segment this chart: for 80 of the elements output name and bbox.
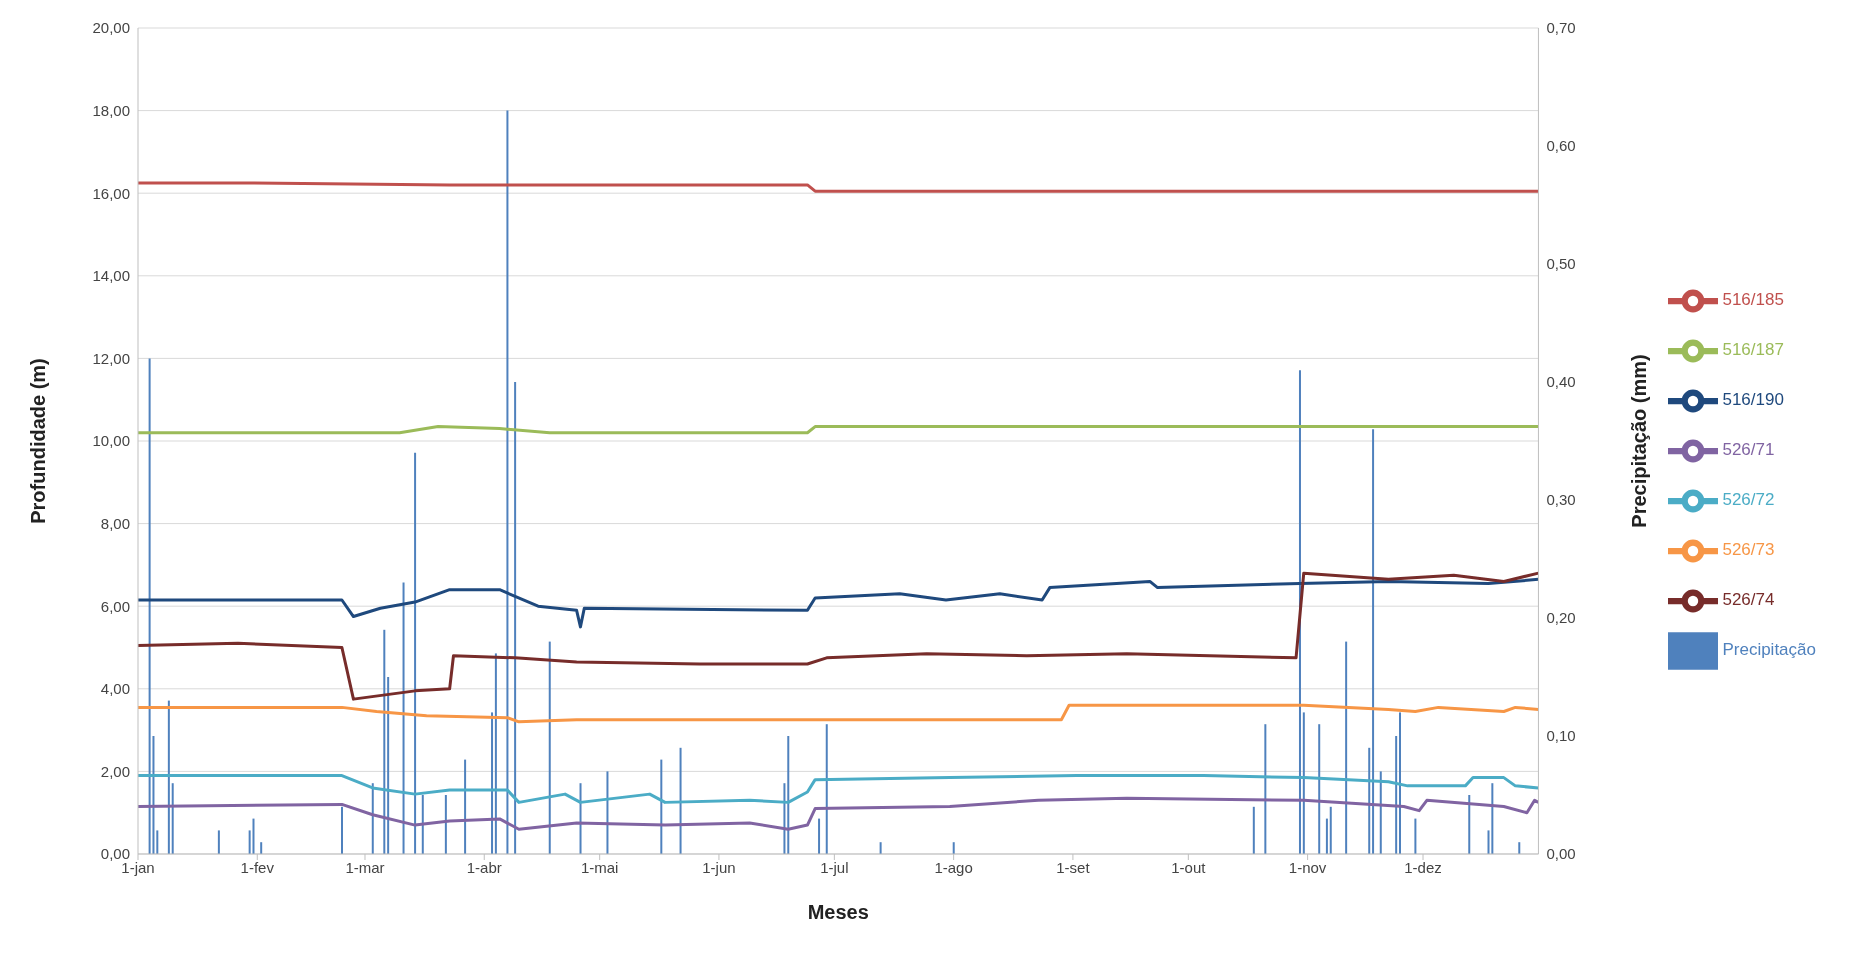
legend-label: 526/73 <box>1722 540 1775 560</box>
bar <box>606 771 609 854</box>
x-tick-label: 1-mar <box>345 858 385 876</box>
bar <box>402 582 405 854</box>
bar <box>1487 830 1490 854</box>
y2-tick-label: 0,40 <box>1546 373 1576 391</box>
bar <box>879 842 882 854</box>
bar <box>1468 795 1471 854</box>
bar <box>787 736 790 854</box>
bar <box>1395 736 1398 854</box>
bar <box>579 783 582 854</box>
x-tick-label: 1-abr <box>466 858 502 876</box>
bar <box>514 382 517 854</box>
bar <box>548 641 551 854</box>
legend-label: 516/190 <box>1722 390 1784 410</box>
x-tick-label: 1-nov <box>1288 858 1327 876</box>
y2-tick-label: 0,70 <box>1546 19 1576 37</box>
y-axis-title: Profundidade (m) <box>27 358 50 524</box>
bar <box>1302 712 1305 854</box>
y-tick-label: 8,00 <box>100 514 130 532</box>
bar <box>1372 429 1375 854</box>
bar <box>421 795 424 854</box>
legend-label: 526/71 <box>1722 440 1775 460</box>
bar <box>818 818 821 854</box>
y2-tick-label: 0,30 <box>1546 491 1576 509</box>
y-tick-label: 14,00 <box>92 267 130 285</box>
bar <box>660 759 663 854</box>
bar <box>1399 712 1402 854</box>
legend-label: 526/72 <box>1722 490 1775 510</box>
bar <box>1252 806 1255 854</box>
x-tick-label: 1-jun <box>702 858 736 876</box>
bar <box>1298 370 1301 854</box>
x-tick-label: 1-fev <box>240 858 275 876</box>
x-tick-label: 1-jul <box>820 858 849 876</box>
bar <box>1414 818 1417 854</box>
bar <box>1345 641 1348 854</box>
y2-tick-label: 0,50 <box>1546 255 1576 273</box>
bar <box>383 629 386 854</box>
bar <box>464 759 467 854</box>
y-tick-label: 16,00 <box>92 184 130 202</box>
y-tick-label: 18,00 <box>92 101 130 119</box>
y-tick-label: 2,00 <box>100 762 130 780</box>
x-tick-label: 1-out <box>1171 858 1207 876</box>
y-tick-label: 4,00 <box>100 680 130 698</box>
bar <box>1368 747 1371 854</box>
legend-label: 516/187 <box>1722 340 1784 360</box>
x-axis-title: Meses <box>807 901 869 923</box>
bar <box>387 677 390 854</box>
y-tick-label: 10,00 <box>92 432 130 450</box>
y-tick-label: 20,00 <box>92 19 130 37</box>
bar <box>1329 806 1332 854</box>
bar <box>783 783 786 854</box>
x-tick-label: 1-mai <box>580 858 619 876</box>
bar <box>1379 771 1382 854</box>
y-tick-label: 6,00 <box>100 597 130 615</box>
x-tick-label: 1-ago <box>934 858 973 876</box>
bar <box>1518 842 1521 854</box>
bar <box>414 452 417 854</box>
bar <box>1491 783 1494 854</box>
bar <box>825 724 828 854</box>
bar <box>1264 724 1267 854</box>
y2-axis-title: Precipitação (mm) <box>1627 354 1650 528</box>
y2-tick-label: 0,00 <box>1546 845 1576 863</box>
legend-label: 516/185 <box>1722 290 1784 310</box>
bar <box>506 110 509 854</box>
bar <box>444 795 447 854</box>
y2-tick-label: 0,60 <box>1546 137 1576 155</box>
x-tick-label: 1-set <box>1056 858 1091 876</box>
bar <box>1325 818 1328 854</box>
legend-label: 526/74 <box>1722 590 1775 610</box>
y-tick-label: 12,00 <box>92 349 130 367</box>
bar <box>491 712 494 854</box>
bar <box>952 842 955 854</box>
x-tick-label: 1-dez <box>1404 858 1442 876</box>
bar <box>494 653 497 854</box>
bar <box>679 747 682 854</box>
bar <box>1318 724 1321 854</box>
y2-tick-label: 0,20 <box>1546 609 1576 627</box>
legend-label: Precipitação <box>1722 640 1816 660</box>
y2-tick-label: 0,10 <box>1546 727 1576 745</box>
